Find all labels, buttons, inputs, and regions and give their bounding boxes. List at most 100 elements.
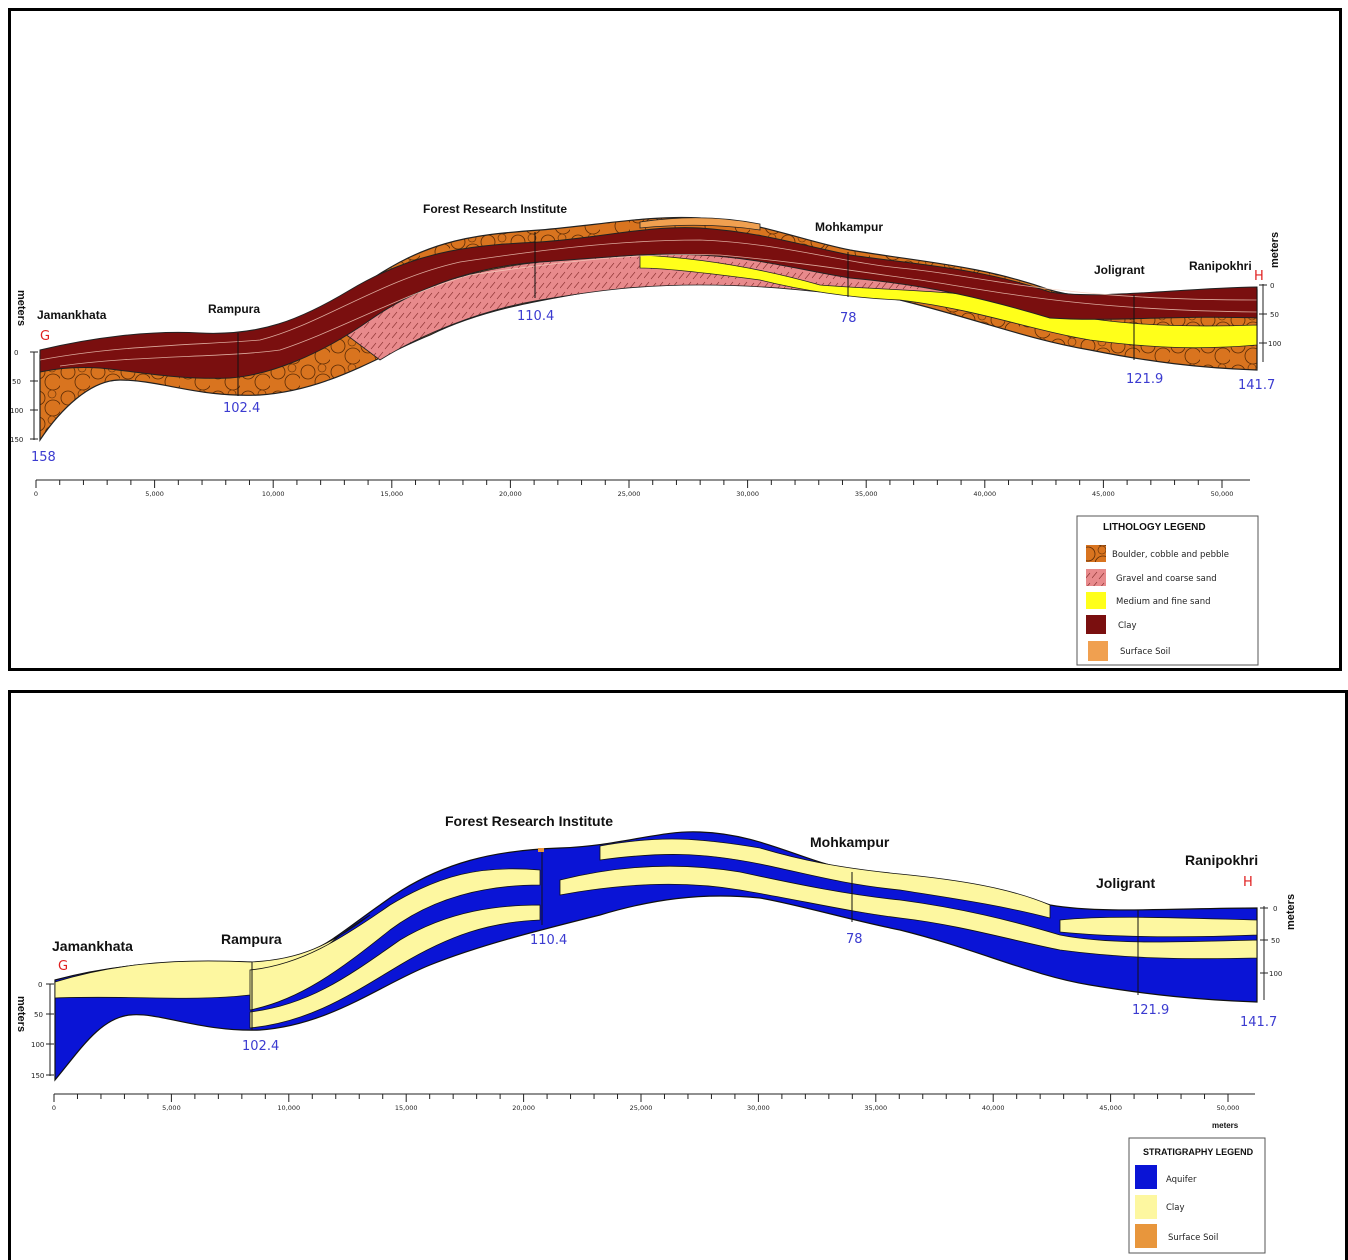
depth-tick: 50 xyxy=(1270,311,1279,319)
depth-label: 158 xyxy=(31,450,56,465)
distance-tick-label: 35,000 xyxy=(864,1104,887,1112)
distance-tick-label: 50,000 xyxy=(1211,490,1234,498)
surface-soil xyxy=(538,848,544,852)
depth-label: 102.4 xyxy=(223,401,260,416)
depth-tick: 50 xyxy=(12,378,21,386)
place-label: Ranipokhri xyxy=(1185,852,1258,868)
place-label: Jamankhata xyxy=(52,938,133,954)
depth-label: 121.9 xyxy=(1126,372,1163,387)
distance-tick-label: 45,000 xyxy=(1092,490,1115,498)
legend-title: STRATIGRAPHY LEGEND xyxy=(1143,1147,1254,1157)
depth-tick: 50 xyxy=(34,1011,43,1019)
legend-item: Aquifer xyxy=(1166,1175,1197,1185)
depth-tick: 100 xyxy=(1268,340,1281,348)
depth-label: 78 xyxy=(846,932,863,947)
depth-tick: 150 xyxy=(10,436,23,444)
distance-tick-label: 35,000 xyxy=(855,490,878,498)
distance-tick-label: 40,000 xyxy=(982,1104,1005,1112)
place-label: Rampura xyxy=(208,302,260,316)
left-axis-label: meters xyxy=(15,996,27,1032)
legend-swatch xyxy=(1135,1165,1157,1189)
right-depth-scale: 0 50 100 xyxy=(1260,905,1282,1000)
depth-tick: 100 xyxy=(10,407,23,415)
distance-tick-label: 40,000 xyxy=(973,490,996,498)
clay-layer xyxy=(39,227,1258,379)
left-axis-label: meters xyxy=(15,290,27,326)
distance-tick-label: 20,000 xyxy=(499,490,522,498)
depth-tick: 0 xyxy=(14,349,18,357)
surface-soil xyxy=(639,217,761,231)
depth-label: 141.7 xyxy=(1240,1015,1277,1030)
depth-tick: 0 xyxy=(38,981,42,989)
right-axis-label: meters xyxy=(1269,232,1281,268)
distance-tick-label: 20,000 xyxy=(512,1104,535,1112)
distance-tick-label: 15,000 xyxy=(380,490,403,498)
distance-tick-label: 25,000 xyxy=(630,1104,653,1112)
legend-item: Surface Soil xyxy=(1120,647,1170,657)
depth-tick: 100 xyxy=(1269,970,1282,978)
depth-label: 78 xyxy=(840,311,857,326)
legend-item: Medium and fine sand xyxy=(1116,597,1210,607)
depth-label: 102.4 xyxy=(242,1039,279,1054)
legend-swatch xyxy=(1086,545,1106,562)
depth-label: 110.4 xyxy=(517,309,554,324)
legend-swatch xyxy=(1135,1195,1157,1219)
distance-tick-label: 5,000 xyxy=(145,490,164,498)
section-end-g: G xyxy=(40,329,50,344)
distance-scale: 0 5,000 10,000 15,000 20,000 25,000 30,000 35,0… xyxy=(34,479,1250,498)
distance-tick-label: 30,000 xyxy=(736,490,759,498)
place-label: Joligrant xyxy=(1096,875,1155,891)
distance-tick-label: 10,000 xyxy=(262,490,285,498)
distance-tick-label: 0 xyxy=(52,1104,56,1112)
legend-item: Clay xyxy=(1166,1203,1185,1213)
distance-scale: 0 5,000 10,000 15,000 20,000 25,000 30,000 35,0… xyxy=(52,1093,1255,1112)
distance-tick-label: 0 xyxy=(34,490,38,498)
place-label: Ranipokhri xyxy=(1189,259,1252,273)
depth-tick: 50 xyxy=(1271,937,1280,945)
distance-tick-label: 15,000 xyxy=(395,1104,418,1112)
depth-tick: 100 xyxy=(31,1041,44,1049)
left-depth-scale: 0 50 100 150 xyxy=(10,349,38,444)
stratigraphy-legend: STRATIGRAPHY LEGEND Aquifer Clay Surface… xyxy=(1128,1137,1266,1254)
lithology-cross-section: Jamankhata Rampura Forest Research Insti… xyxy=(10,202,1281,666)
distance-tick-label: 50,000 xyxy=(1217,1104,1240,1112)
place-label: Forest Research Institute xyxy=(445,813,613,829)
distance-tick-label: 25,000 xyxy=(618,490,641,498)
section-end-h: H xyxy=(1243,875,1253,890)
depth-tick: 0 xyxy=(1270,282,1274,290)
clay-bands xyxy=(54,838,1258,1029)
legend-item: Clay xyxy=(1118,621,1137,631)
place-label: Jamankhata xyxy=(37,308,107,322)
distance-tick-label: 30,000 xyxy=(747,1104,770,1112)
layer-boundaries xyxy=(39,239,1258,367)
depth-label: 141.7 xyxy=(1238,378,1275,393)
distance-tick-label: 5,000 xyxy=(162,1104,181,1112)
place-label: Joligrant xyxy=(1094,263,1145,277)
legend-item: Surface Soil xyxy=(1168,1233,1218,1243)
section-end-g: G xyxy=(58,959,68,974)
left-depth-scale: 0 50 100 150 xyxy=(31,981,54,1080)
legend-swatch xyxy=(1088,641,1108,661)
right-axis-label: meters xyxy=(1285,894,1297,930)
borehole-lines xyxy=(251,852,1258,1030)
borehole-lines xyxy=(237,232,1258,396)
section-end-h: H xyxy=(1254,269,1264,284)
legend-swatch xyxy=(1086,615,1106,634)
depth-label: 121.9 xyxy=(1132,1003,1169,1018)
place-label: Mohkampur xyxy=(810,834,890,850)
place-label: Forest Research Institute xyxy=(423,202,567,216)
legend-swatch xyxy=(1135,1224,1157,1248)
place-label: Mohkampur xyxy=(815,220,883,234)
right-depth-scale: 0 50 100 xyxy=(1259,282,1281,362)
distance-tick-label: 45,000 xyxy=(1099,1104,1122,1112)
depth-tick: 0 xyxy=(1273,905,1277,913)
place-label: Rampura xyxy=(221,931,282,947)
legend-item: Gravel and coarse sand xyxy=(1116,574,1217,584)
legend-swatch xyxy=(1086,569,1106,586)
legend-item: Boulder, cobble and pebble xyxy=(1112,550,1229,560)
distance-tick-label: 10,000 xyxy=(277,1104,300,1112)
lithology-legend: LITHOLOGY LEGEND Boulder, cobble and peb… xyxy=(1076,515,1259,666)
legend-swatch xyxy=(1086,592,1106,609)
legend-title: LITHOLOGY LEGEND xyxy=(1103,522,1206,533)
